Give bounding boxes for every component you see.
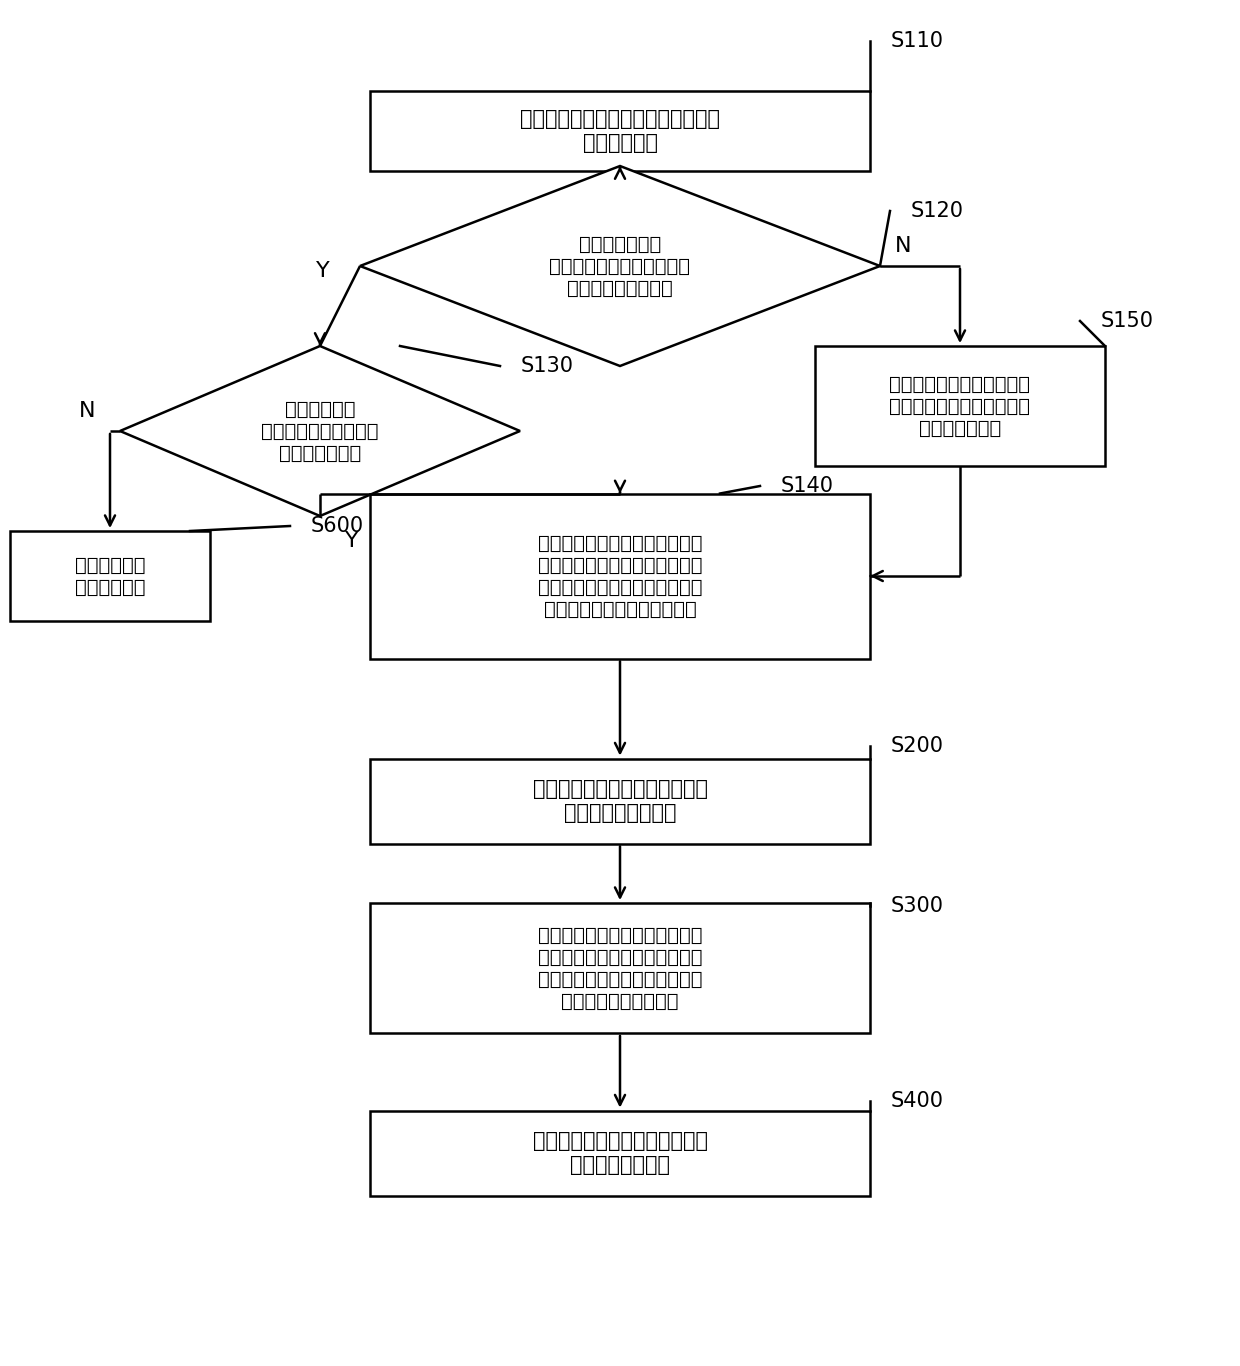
FancyBboxPatch shape	[370, 92, 870, 171]
Text: 结束本次配网
的自动化测试: 结束本次配网 的自动化测试	[74, 556, 145, 597]
FancyBboxPatch shape	[370, 1111, 870, 1195]
Polygon shape	[120, 346, 520, 516]
Polygon shape	[360, 167, 880, 366]
Text: 判断当前选取的
目的终端设备是否已和所有
的备选路由器配合过: 判断当前选取的 目的终端设备是否已和所有 的备选路由器配合过	[549, 235, 691, 298]
FancyBboxPatch shape	[815, 346, 1105, 466]
Text: S150: S150	[1101, 311, 1154, 331]
Text: N: N	[78, 402, 95, 421]
FancyBboxPatch shape	[370, 903, 870, 1033]
Text: S600: S600	[311, 516, 365, 535]
Text: 在未参加过测试的终端设备中，
重新选取一个终端设备作为目的
终端设备，并从备选路由器中选
取一个路由器作为目的路由器: 在未参加过测试的终端设备中， 重新选取一个终端设备作为目的 终端设备，并从备选路…	[538, 534, 702, 619]
FancyBboxPatch shape	[370, 493, 870, 658]
Text: 判断备选终端
设备中是否还有未参加
测试的终端设备: 判断备选终端 设备中是否还有未参加 测试的终端设备	[262, 399, 378, 463]
Text: Y: Y	[345, 531, 358, 550]
Text: Y: Y	[316, 261, 330, 281]
Text: S400: S400	[892, 1091, 944, 1111]
Text: 从备选的不同型号的终端设备中选取
目的终端设备: 从备选的不同型号的终端设备中选取 目的终端设备	[520, 109, 720, 153]
Text: S200: S200	[892, 736, 944, 755]
Text: 在尚未和终端设备配合过的
路由器中，选取一个路由器
作为目的路由器: 在尚未和终端设备配合过的 路由器中，选取一个路由器 作为目的路由器	[889, 374, 1030, 437]
Text: S140: S140	[781, 475, 835, 496]
Text: S130: S130	[521, 357, 574, 376]
FancyBboxPatch shape	[10, 531, 210, 622]
Text: 将选取的目的路由器的配网信息
发送至目的终端设备: 将选取的目的路由器的配网信息 发送至目的终端设备	[532, 780, 708, 822]
Text: N: N	[895, 236, 911, 255]
Text: 判断待测设备与目的路由器之间
是否配网连接成功: 判断待测设备与目的路由器之间 是否配网连接成功	[532, 1131, 708, 1175]
Text: 控制目的终端设备向待测智能设
备发送所述配网信息，以使待测
设备根据收到的配网信息，与目
的路由器进行配网连接: 控制目的终端设备向待测智能设 备发送所述配网信息，以使待测 设备根据收到的配网信…	[538, 926, 702, 1011]
FancyBboxPatch shape	[370, 758, 870, 843]
Text: S120: S120	[911, 201, 963, 221]
Text: S110: S110	[892, 31, 944, 51]
Text: S300: S300	[892, 896, 944, 917]
